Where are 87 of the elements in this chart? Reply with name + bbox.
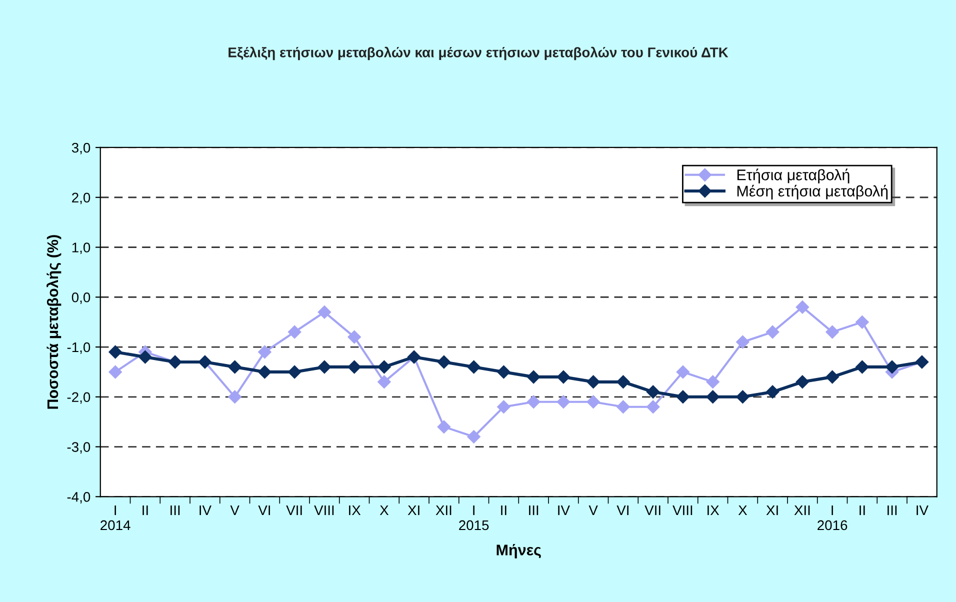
point <box>467 360 480 374</box>
point <box>288 325 302 339</box>
point <box>706 390 720 404</box>
x-axis-title: Μήνες <box>496 544 541 558</box>
point <box>258 345 272 359</box>
point <box>826 325 839 339</box>
y-tick-label: -3,0 <box>67 442 90 454</box>
chart-title: Εξέλιξη ετήσιων μεταβολών και μέσων ετήσιων μεταβολών του Γενικού ΔΤΚ <box>228 46 728 60</box>
point <box>138 350 152 364</box>
x-tick-label: I 2015 <box>459 505 489 530</box>
x-tick-label: IV <box>558 505 570 516</box>
x-tick-label: III <box>529 505 538 516</box>
point <box>736 390 750 404</box>
point <box>437 420 451 434</box>
point <box>766 385 780 398</box>
point <box>497 365 510 379</box>
x-tick-label: I 2014 <box>100 505 130 530</box>
point <box>586 395 600 408</box>
point <box>526 395 540 408</box>
point <box>378 375 391 389</box>
point <box>497 400 510 414</box>
point <box>856 360 869 374</box>
point <box>556 395 570 408</box>
x-tick-label: III <box>888 505 897 516</box>
point <box>228 390 242 404</box>
x-tick-label: XI <box>766 505 778 516</box>
point <box>108 345 122 359</box>
y-tick-label: -4,0 <box>67 492 90 504</box>
point <box>616 400 630 414</box>
x-tick-label: VI <box>258 505 270 516</box>
x-tick-label: X <box>738 505 748 516</box>
point <box>736 335 750 349</box>
y-tick-label: -2,0 <box>67 392 90 404</box>
point <box>796 375 810 389</box>
x-tick-label: XII <box>436 505 452 516</box>
point <box>348 330 361 344</box>
x-tick-label: II <box>142 505 148 516</box>
point <box>556 370 570 384</box>
point <box>108 365 122 379</box>
point <box>676 365 690 379</box>
point <box>885 360 899 374</box>
y-axis-title: Ποσοστά μεταβολής (%) <box>46 235 62 409</box>
point <box>856 315 869 329</box>
point <box>467 430 480 444</box>
legend-label: Μέση ετήσια μεταβολή <box>737 184 888 200</box>
point <box>348 360 361 374</box>
x-tick-label: V <box>588 505 598 516</box>
point <box>378 360 391 374</box>
x-tick-label: VI <box>616 505 628 516</box>
point <box>437 355 451 369</box>
point <box>646 400 660 414</box>
point <box>526 370 540 384</box>
point <box>826 370 839 384</box>
point <box>288 365 302 379</box>
y-tick-label: 3,0 <box>72 142 90 154</box>
x-tick-label: IV <box>200 505 212 516</box>
point <box>258 365 272 379</box>
y-tick-label: 2,0 <box>72 192 90 204</box>
x-tick-label: II <box>860 505 865 516</box>
x-tick-label: I 2016 <box>818 505 848 530</box>
x-tick-label: VII <box>644 505 660 516</box>
x-tick-label: XI <box>408 505 420 516</box>
x-tick-label: IX <box>349 505 361 516</box>
point <box>766 325 780 339</box>
point <box>796 300 810 314</box>
x-tick-label: II <box>501 505 506 516</box>
x-tick-label: III <box>170 505 180 516</box>
point <box>676 390 690 404</box>
y-tick-label: 0,0 <box>72 292 90 304</box>
x-tick-label: XII <box>794 505 810 516</box>
x-tick-label: VIII <box>314 505 334 516</box>
point <box>646 385 660 398</box>
x-tick-label: X <box>380 505 389 516</box>
legend-label: Ετήσια μεταβολή <box>737 168 850 184</box>
point <box>706 375 720 389</box>
x-tick-label: VII <box>286 505 302 516</box>
x-tick-label: V <box>230 505 240 516</box>
point <box>318 360 332 374</box>
y-tick-label: 1,0 <box>72 242 90 254</box>
point <box>318 306 332 319</box>
y-tick-label: -1,0 <box>67 342 90 354</box>
point <box>586 375 600 389</box>
x-tick-label: IX <box>708 505 720 516</box>
point <box>616 375 630 389</box>
x-tick-label: IV <box>916 505 928 516</box>
x-tick-label: VIII <box>672 505 692 516</box>
point <box>228 360 242 374</box>
